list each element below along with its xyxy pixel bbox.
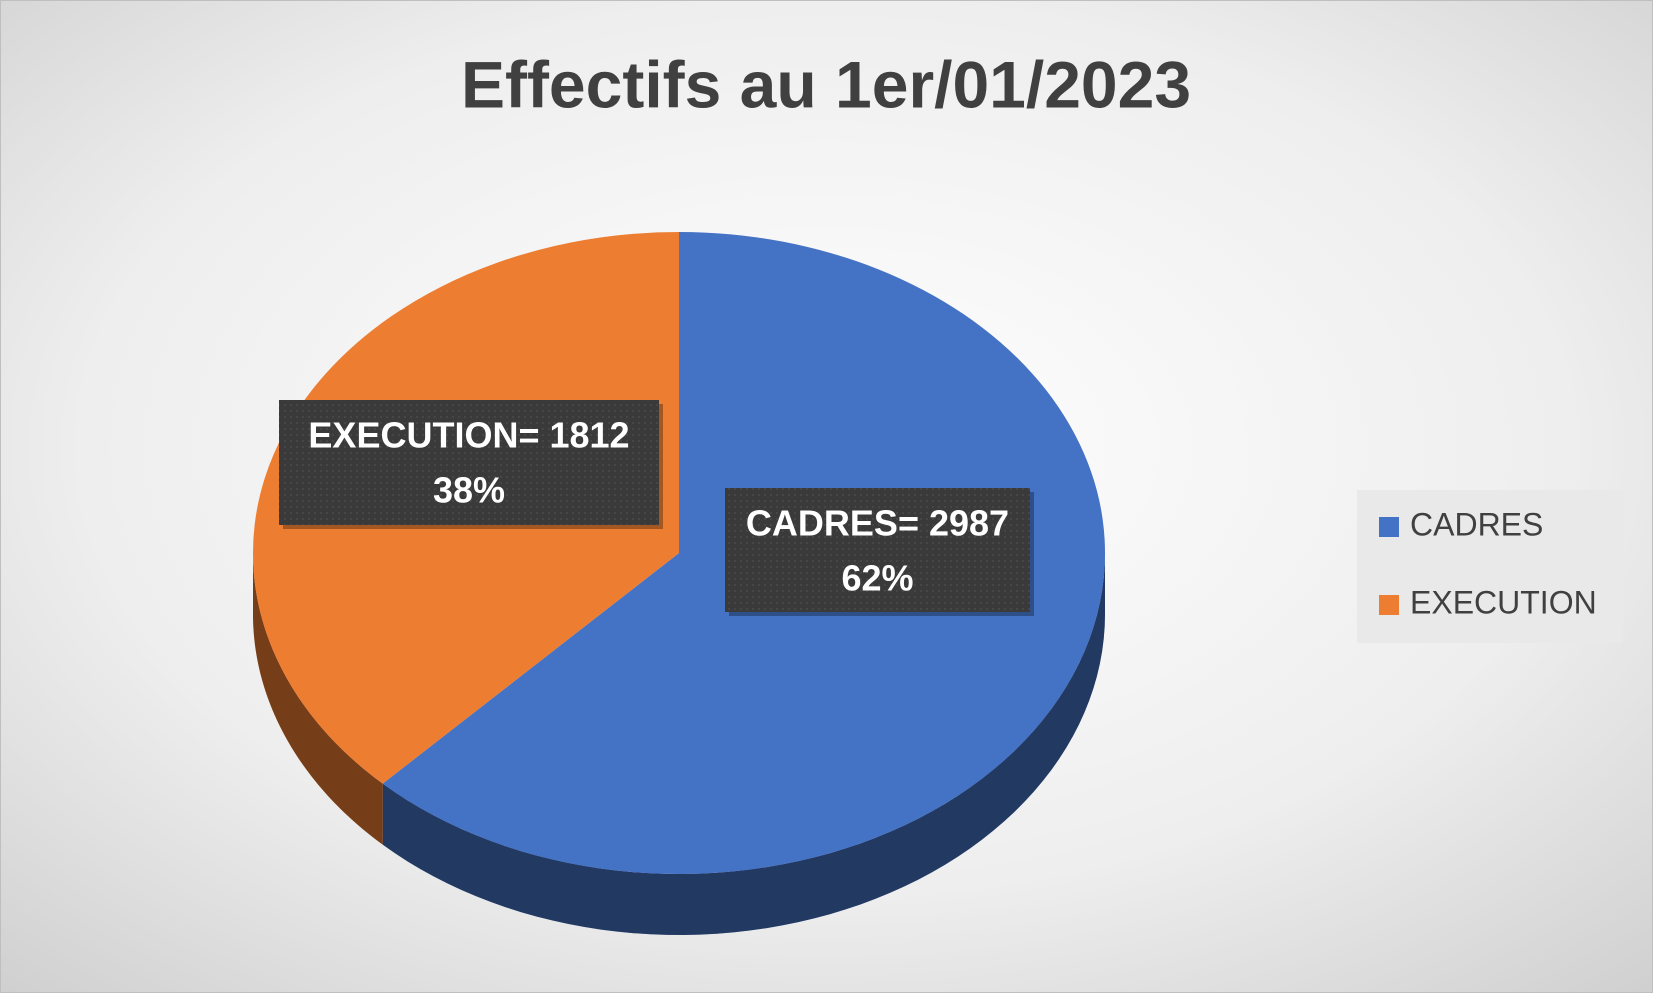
legend-swatch <box>1379 517 1399 537</box>
legend-box <box>1357 490 1623 643</box>
percentage-label: 62% <box>841 558 913 599</box>
slice-side-shade <box>382 553 1105 935</box>
chart-title: Effectifs au 1er/01/2023 <box>461 47 1191 121</box>
data-label: CADRES= 2987 <box>746 503 1009 544</box>
label-box <box>279 400 659 525</box>
label-box <box>725 488 1030 612</box>
data-labels: CADRES= 2987 62% EXECUTION= 1812 38% <box>279 400 1034 616</box>
legend-swatch <box>1379 595 1399 615</box>
slice-side-shade <box>253 553 383 845</box>
legend-label: EXECUTION <box>1410 584 1597 620</box>
legend: CADRES EXECUTION <box>1379 506 1597 620</box>
legend-label: CADRES <box>1410 506 1543 542</box>
data-label: EXECUTION= 1812 <box>308 415 629 456</box>
percentage-label: 38% <box>433 470 505 511</box>
